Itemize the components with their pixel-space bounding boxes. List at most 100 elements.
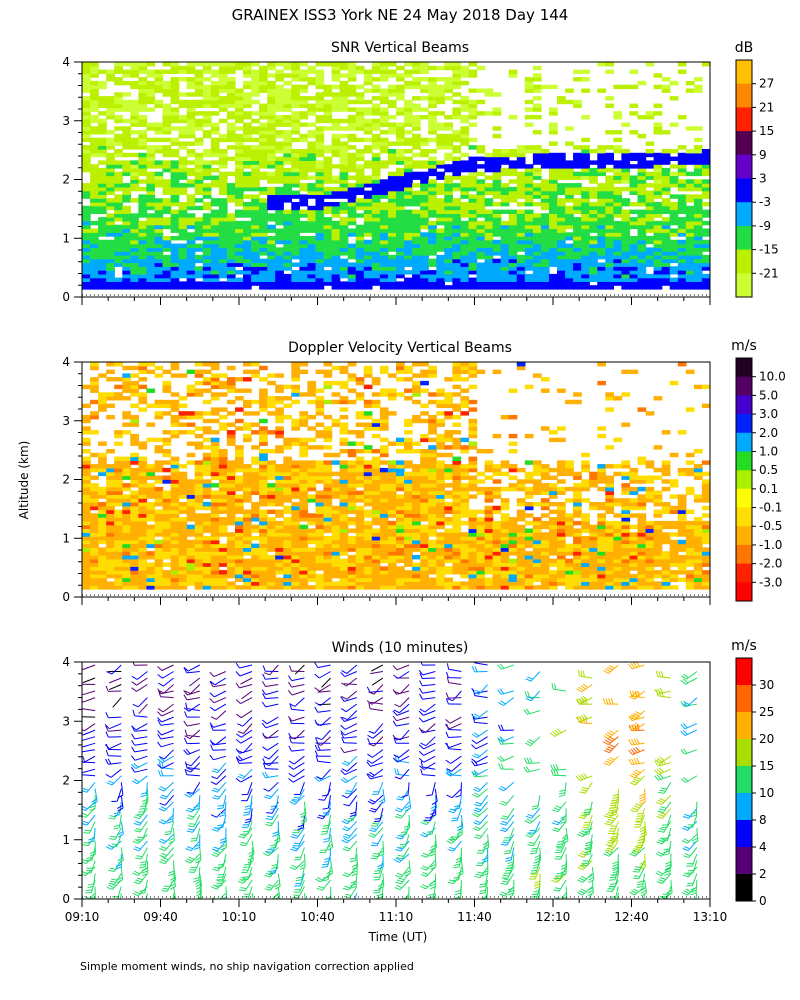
colorbar-swatch <box>736 395 752 415</box>
colorbar-label: 20 <box>759 732 774 746</box>
colorbar-label: 21 <box>759 100 774 114</box>
wind-barbs <box>82 662 699 899</box>
colorbar-label: 10 <box>759 786 774 800</box>
x-tick-label: 09:40 <box>143 910 178 924</box>
y-tick-label: 3 <box>62 114 70 128</box>
colorbar-label: 3 <box>759 172 767 186</box>
colorbar-swatch <box>736 712 752 740</box>
colorbar-swatch <box>736 526 752 546</box>
y-tick-label: 4 <box>62 55 70 69</box>
colorbar-label: 2 <box>759 867 767 881</box>
colorbar-label: 9 <box>759 148 767 162</box>
colorbar-label: -1.0 <box>759 538 782 552</box>
colorbar-swatch <box>736 451 752 471</box>
colorbar-swatch <box>736 766 752 794</box>
y-tick-label: 1 <box>62 231 70 245</box>
colorbar-swatch <box>736 470 752 490</box>
y-tick-label: 0 <box>62 290 70 304</box>
colorbar-label: 3.0 <box>759 407 778 421</box>
snr-panel-title: SNR Vertical Beams <box>331 40 469 56</box>
footnote: Simple moment winds, no ship navigation … <box>80 960 414 973</box>
colorbar-swatch <box>736 739 752 767</box>
y-axis-label: Altitude (km) <box>17 441 31 520</box>
colorbar-swatch <box>736 107 752 132</box>
colorbar-label: 10.0 <box>759 370 786 384</box>
y-tick-label: 2 <box>62 173 70 187</box>
y-tick-label: 0 <box>62 590 70 604</box>
colorbar-swatch <box>736 820 752 848</box>
colorbar-label: 2.0 <box>759 426 778 440</box>
colorbar-label: -3.0 <box>759 575 782 589</box>
colorbar-swatch <box>736 358 752 378</box>
colorbar-swatch <box>736 131 752 156</box>
y-tick-label: 2 <box>62 774 70 788</box>
colorbar-swatch <box>736 432 752 452</box>
colorbar-label: 15 <box>759 759 774 773</box>
colorbar-swatch <box>736 563 752 583</box>
x-tick-label: 13:10 <box>693 910 728 924</box>
colorbar-swatch <box>736 202 752 227</box>
colorbar-label: 15 <box>759 124 774 138</box>
colorbar-label: -2.0 <box>759 557 782 571</box>
colorbar-label: 25 <box>759 705 774 719</box>
colorbar-unit: m/s <box>731 638 757 654</box>
x-tick-label: 11:10 <box>379 910 414 924</box>
colorbar-unit: m/s <box>731 338 757 354</box>
y-tick-label: 4 <box>62 655 70 669</box>
y-tick-label: 1 <box>62 833 70 847</box>
colorbar-swatch <box>736 376 752 396</box>
colorbar-swatch <box>736 847 752 875</box>
snr-heatmap <box>82 62 710 290</box>
colorbar-swatch <box>736 154 752 179</box>
colorbar-label: 5.0 <box>759 388 778 402</box>
colorbar-swatch <box>736 544 752 564</box>
x-tick-label: 11:40 <box>457 910 492 924</box>
doppler-panel-title: Doppler Velocity Vertical Beams <box>288 340 512 356</box>
colorbar-swatch <box>736 60 752 85</box>
colorbar-label: -0.5 <box>759 519 782 533</box>
y-tick-label: 4 <box>62 355 70 369</box>
y-tick-label: 0 <box>62 892 70 906</box>
colorbar-swatch <box>736 658 752 686</box>
plot-frame <box>81 661 711 900</box>
x-tick-label: 12:40 <box>614 910 649 924</box>
colorbar-label: 27 <box>759 77 774 91</box>
colorbar-label: 0 <box>759 894 767 908</box>
figure-title: GRAINEX ISS3 York NE 24 May 2018 Day 144 <box>232 6 569 24</box>
colorbar-label: -0.1 <box>759 501 782 515</box>
colorbar-label: 8 <box>759 813 767 827</box>
colorbar-swatch <box>736 507 752 527</box>
x-tick-label: 10:10 <box>222 910 257 924</box>
y-tick-label: 3 <box>62 414 70 428</box>
colorbar-label: 4 <box>759 840 767 854</box>
y-tick-label: 1 <box>62 531 70 545</box>
colorbar-swatch <box>736 793 752 821</box>
colorbar-label: -9 <box>759 219 771 233</box>
x-tick-label: 12:10 <box>536 910 571 924</box>
doppler-heatmap <box>82 362 710 590</box>
colorbar-label: 1.0 <box>759 444 778 458</box>
colorbar-swatch <box>736 249 752 274</box>
colorbar-label: -15 <box>759 243 779 257</box>
axes: 0 1 2 3 4 0 1 2 3 4 09:10 09:40 10:10 10:40 11:10 11:40… <box>62 55 727 924</box>
colorbar-label: -21 <box>759 266 779 280</box>
colorbar-swatch <box>736 685 752 713</box>
colorbar-swatch <box>736 874 752 902</box>
y-tick-label: 3 <box>62 714 70 728</box>
colorbar-label: -3 <box>759 195 771 209</box>
colorbars: dB 27 21 15 9 3 -3 -9 -15 -21 m/s 10.0 5.0 3.0 2.0 1.0 0… <box>731 40 786 908</box>
colorbar-swatch <box>736 582 752 602</box>
colorbar-swatch <box>736 83 752 108</box>
colorbar-label: 0.1 <box>759 482 778 496</box>
colorbar-label: 30 <box>759 678 774 692</box>
colorbar-unit: dB <box>735 40 754 56</box>
x-tick-label: 09:10 <box>65 910 100 924</box>
colorbar-swatch <box>736 414 752 434</box>
x-tick-label: 10:40 <box>300 910 335 924</box>
colorbar-swatch <box>736 178 752 203</box>
x-axis-label: Time (UT) <box>368 930 428 944</box>
colorbar-swatch <box>736 273 752 298</box>
colorbar-label: 0.5 <box>759 463 778 477</box>
colorbar-swatch <box>736 225 752 250</box>
